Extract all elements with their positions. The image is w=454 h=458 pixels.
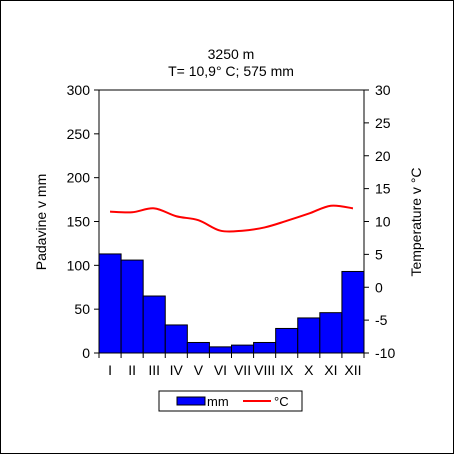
x-tick-label-I: I <box>108 362 112 378</box>
right-tick-label-20: 20 <box>375 148 391 164</box>
right-tick-label--10: -10 <box>375 345 395 361</box>
left-tick-label-50: 50 <box>74 301 90 317</box>
right-tick-label-25: 25 <box>375 115 391 131</box>
left-tick-label-300: 300 <box>67 82 91 98</box>
x-tick-label-XI: XI <box>324 362 337 378</box>
right-tick-label-15: 15 <box>375 181 391 197</box>
bar-series <box>98 253 365 354</box>
x-tick-label-III: III <box>148 362 160 378</box>
x-tick-label-VI: VI <box>214 362 227 378</box>
legend-label-temp: °C <box>274 394 289 409</box>
y-axis-right-label: Temperature v °C <box>408 167 424 276</box>
left-tick-label-0: 0 <box>82 345 90 361</box>
x-axis: I II III IV V VI VII VIII IX X XI XII <box>98 353 365 378</box>
left-tick-label-100: 100 <box>67 257 91 273</box>
right-tick-label-5: 5 <box>375 246 383 262</box>
bar-X <box>297 317 321 354</box>
x-tick-label-II: II <box>128 362 136 378</box>
left-tick-label-250: 250 <box>67 126 91 142</box>
x-tick-label-X: X <box>304 362 314 378</box>
x-tick-label-VII: VII <box>234 362 251 378</box>
x-tick-label-XII: XII <box>344 362 361 378</box>
right-tick-label-30: 30 <box>375 82 391 98</box>
x-tick-label-IV: IV <box>170 362 184 378</box>
temperature-line <box>110 204 354 233</box>
bar-VIII <box>253 341 277 354</box>
bar-IV <box>164 324 188 354</box>
right-tick-label--5: -5 <box>375 312 388 328</box>
bar-VII <box>231 344 255 354</box>
legend-label-mm: mm <box>207 394 229 409</box>
chart-title-line-2: T= 10,9° C; 575 mm <box>168 63 294 79</box>
x-tick-label-V: V <box>194 362 204 378</box>
left-tick-label-200: 200 <box>67 170 91 186</box>
bar-V <box>186 341 210 354</box>
legend-box <box>158 390 303 412</box>
right-tick-label-10: 10 <box>375 214 391 230</box>
right-axis: -10 -5 0 5 10 15 20 25 30 <box>364 82 395 361</box>
x-tick-label-IX: IX <box>280 362 294 378</box>
left-tick-label-150: 150 <box>67 214 91 230</box>
legend: mm °C <box>158 390 303 412</box>
bar-III <box>142 295 166 354</box>
bar-XI <box>319 312 343 354</box>
chart-title-line-1: 3250 m <box>208 46 255 62</box>
bar-IX <box>275 327 299 354</box>
left-axis: 0 50 100 150 200 250 300 <box>67 82 99 361</box>
bar-I <box>98 253 122 354</box>
legend-swatch-mm <box>176 396 206 406</box>
y-axis-left-label: Padavine v mm <box>33 174 49 270</box>
x-tick-label-VIII: VIII <box>254 362 275 378</box>
bar-II <box>120 259 144 354</box>
bar-XII <box>341 270 365 354</box>
bar-VI <box>208 346 233 354</box>
right-tick-label-0: 0 <box>375 279 383 295</box>
